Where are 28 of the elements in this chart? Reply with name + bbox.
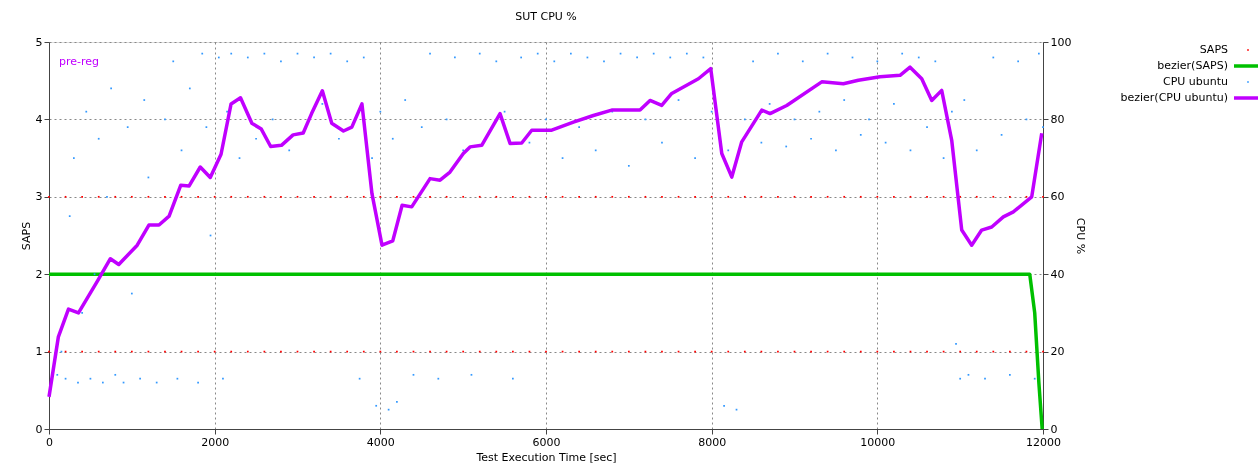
y2-tick-label: 0 <box>1050 422 1058 436</box>
y2-tick-label: 80 <box>1050 112 1065 126</box>
legend-label: bezier(CPU ubuntu) <box>1120 91 1228 104</box>
y-tick-label: 2 <box>35 267 43 281</box>
chart-title: SUT CPU % <box>515 10 577 23</box>
x-tick-label: 10000 <box>860 435 896 449</box>
legend-label: SAPS <box>1199 43 1229 56</box>
y2-tick-label: 40 <box>1050 267 1065 281</box>
y2-tick-label: 20 <box>1050 345 1065 359</box>
y-tick-label: 1 <box>35 345 43 359</box>
y-tick-label: 0 <box>35 422 43 436</box>
x-tick-label: 12000 <box>1026 435 1061 449</box>
x-tick-label: 4000 <box>366 435 395 449</box>
y-axis-title: SAPS <box>19 221 33 251</box>
x-tick-label: 2000 <box>201 435 230 449</box>
y2-axis-title: CPU % <box>1074 217 1088 255</box>
x-tick-label: 8000 <box>698 435 727 449</box>
x-tick-label: 6000 <box>532 435 561 449</box>
y-tick-label: 3 <box>35 190 43 204</box>
legend-label: CPU ubuntu <box>1162 75 1228 88</box>
x-tick-label: 0 <box>46 435 53 449</box>
y-tick-label: 5 <box>35 35 43 49</box>
legend-label: bezier(SAPS) <box>1157 59 1228 72</box>
y2-tick-label: 60 <box>1050 190 1065 204</box>
x-axis-title: Test Execution Time [sec] <box>475 450 617 464</box>
y-tick-label: 4 <box>35 112 43 126</box>
y2-tick-label: 100 <box>1050 35 1072 49</box>
annotation: pre-reg <box>59 55 100 68</box>
